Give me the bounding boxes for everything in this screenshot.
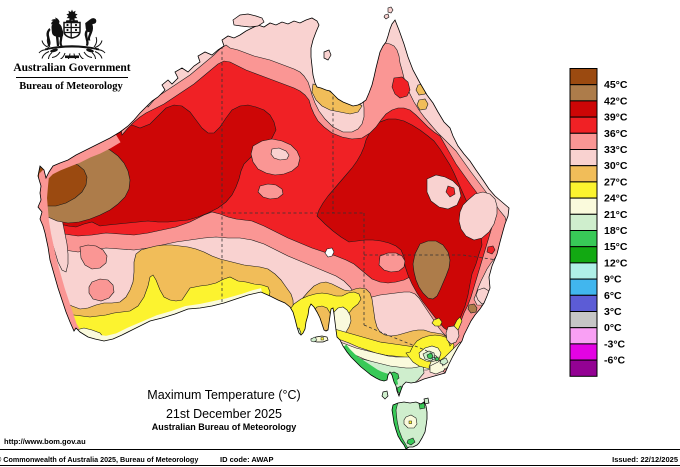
svg-text:42°C: 42°C — [604, 95, 628, 107]
svg-text:6°C: 6°C — [604, 290, 622, 302]
svg-text:12°C: 12°C — [604, 257, 628, 269]
svg-text:30°C: 30°C — [604, 160, 628, 172]
svg-text:45°C: 45°C — [604, 79, 628, 91]
svg-text:15°C: 15°C — [604, 241, 628, 253]
svg-text:0°C: 0°C — [604, 322, 622, 334]
svg-text:18°C: 18°C — [604, 225, 628, 237]
svg-text:36°C: 36°C — [604, 128, 628, 140]
svg-text:33°C: 33°C — [604, 144, 628, 156]
svg-text:39°C: 39°C — [604, 112, 628, 124]
svg-text:21°C: 21°C — [604, 209, 628, 221]
svg-text:9°C: 9°C — [604, 274, 622, 286]
svg-text:-3°C: -3°C — [604, 338, 626, 350]
svg-text:-6°C: -6°C — [604, 355, 626, 367]
svg-text:27°C: 27°C — [604, 176, 628, 188]
svg-text:24°C: 24°C — [604, 193, 628, 205]
svg-text:3°C: 3°C — [604, 306, 622, 318]
